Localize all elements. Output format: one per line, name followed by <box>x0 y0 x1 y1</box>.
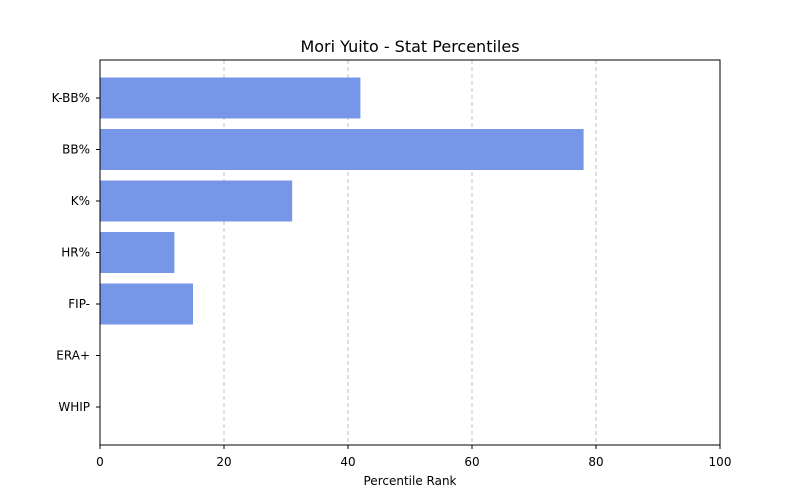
bar-k- <box>100 180 293 222</box>
x-tick-label: 20 <box>216 455 231 469</box>
x-tick-label: 0 <box>96 455 104 469</box>
y-tick-label: FIP- <box>68 297 90 311</box>
y-tick-label: BB% <box>62 143 90 157</box>
x-tick-label: 60 <box>464 455 479 469</box>
bar-fip- <box>100 283 193 325</box>
y-tick-label: K% <box>71 194 90 208</box>
x-axis-label: Percentile Rank <box>364 474 457 488</box>
x-tick-label: 80 <box>588 455 603 469</box>
y-tick-label: K-BB% <box>52 91 90 105</box>
x-tick-label: 100 <box>709 455 732 469</box>
x-axis: 0 20 40 60 80 100 <box>96 445 731 469</box>
y-tick-label: ERA+ <box>56 349 90 363</box>
bar-bb- <box>100 129 584 170</box>
x-tick-label: 40 <box>340 455 355 469</box>
bar-k-bb- <box>100 77 361 119</box>
bar-hr- <box>100 232 175 273</box>
bars <box>100 77 584 325</box>
y-axis: K-BB% BB% K% HR% FIP- ERA+ WHIP <box>52 91 100 414</box>
y-tick-label: WHIP <box>58 400 90 414</box>
chart-title: Mori Yuito - Stat Percentiles <box>300 37 519 56</box>
grid-lines <box>223 60 597 445</box>
y-tick-label: HR% <box>61 246 90 260</box>
